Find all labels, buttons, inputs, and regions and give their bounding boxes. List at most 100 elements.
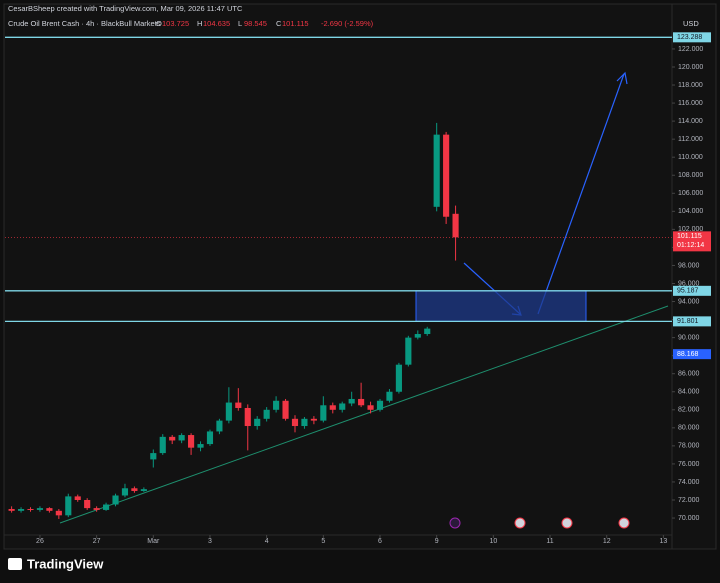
event-icon[interactable] bbox=[561, 517, 573, 529]
y-tick-label: 120.000 bbox=[678, 64, 703, 71]
candle-body bbox=[93, 508, 100, 510]
event-icon[interactable] bbox=[618, 517, 630, 529]
x-tick-label: 12 bbox=[603, 538, 611, 545]
trend-line bbox=[59, 305, 669, 524]
candle-body bbox=[273, 400, 280, 410]
y-tick-label: 82.000 bbox=[678, 407, 700, 414]
candle-body bbox=[329, 405, 336, 410]
candle-body bbox=[367, 405, 374, 410]
y-tick-label: 70.000 bbox=[678, 515, 700, 522]
candle-body bbox=[197, 444, 204, 448]
price-label: 123.288 bbox=[677, 34, 702, 41]
zone bbox=[415, 290, 587, 322]
x-tick-label: 4 bbox=[265, 538, 269, 545]
price-label-bg bbox=[673, 316, 711, 327]
y-tick-label: 102.000 bbox=[678, 226, 703, 233]
last-price-label: 101.115 bbox=[677, 233, 702, 240]
y-tick-label: 98.000 bbox=[678, 262, 700, 269]
candle-body bbox=[8, 509, 15, 511]
x-tick-label: 26 bbox=[36, 538, 44, 545]
candle-body bbox=[84, 499, 91, 509]
y-tick-label: 118.000 bbox=[678, 82, 703, 89]
candle-body bbox=[36, 508, 44, 510]
candle-body bbox=[386, 391, 393, 401]
price-label-bg bbox=[673, 285, 711, 296]
last-price-bg bbox=[673, 231, 711, 252]
event-icon[interactable] bbox=[449, 517, 461, 529]
candle-body bbox=[74, 496, 81, 500]
y-tick-label: 110.000 bbox=[678, 154, 703, 161]
chart-panel bbox=[3, 3, 717, 550]
y-tick-label: 86.000 bbox=[678, 371, 700, 378]
ohlc-value: 104.635 bbox=[203, 19, 230, 28]
countdown: 01:12:14 bbox=[677, 242, 704, 249]
candle-body bbox=[244, 407, 251, 427]
candle-body bbox=[17, 509, 25, 511]
x-tick-label: 11 bbox=[546, 538, 553, 545]
candle-body bbox=[216, 420, 223, 432]
candle-body bbox=[339, 403, 346, 410]
ohlc-letter: L bbox=[238, 19, 242, 28]
candle-body bbox=[131, 488, 138, 491]
y-tick-label: 90.000 bbox=[678, 334, 700, 341]
y-tick-label: 114.000 bbox=[678, 118, 703, 125]
ohlc-letter: H bbox=[197, 19, 202, 28]
candle-body bbox=[159, 436, 166, 454]
candle-body bbox=[46, 508, 53, 511]
y-tick-label: 84.000 bbox=[678, 389, 700, 396]
indicator-label-bg bbox=[673, 349, 711, 360]
ohlc-letter: O bbox=[156, 19, 162, 28]
candle-body bbox=[112, 495, 119, 505]
x-tick-label: 13 bbox=[659, 538, 667, 545]
y-tick-label: 72.000 bbox=[678, 497, 700, 504]
ohlc-value: 103.725 bbox=[162, 19, 189, 28]
candle-body bbox=[188, 435, 195, 448]
candle-body bbox=[433, 134, 440, 207]
candle-body bbox=[65, 496, 72, 516]
candle-body bbox=[310, 418, 317, 421]
y-tick-label: 106.000 bbox=[678, 190, 703, 197]
candle-body bbox=[263, 409, 270, 419]
indicator-label: 88.168 bbox=[677, 351, 699, 358]
candle-body bbox=[282, 400, 289, 419]
candle-body bbox=[27, 509, 34, 511]
x-tick-label: 27 bbox=[93, 538, 101, 545]
candle-body bbox=[103, 504, 110, 510]
price-label: 91.801 bbox=[677, 318, 699, 325]
candle-body bbox=[405, 337, 412, 365]
credit: CesarBSheep created with TradingView.com… bbox=[8, 4, 243, 13]
x-tick-label: 6 bbox=[378, 538, 382, 545]
y-tick-label: 74.000 bbox=[678, 479, 700, 486]
currency: USD bbox=[683, 19, 699, 28]
y-tick-label: 116.000 bbox=[678, 100, 703, 107]
y-tick-label: 96.000 bbox=[678, 280, 700, 287]
candle-body bbox=[235, 402, 242, 408]
x-tick-label: 9 bbox=[435, 538, 439, 545]
candle-body bbox=[225, 402, 232, 421]
candle-body bbox=[395, 364, 402, 392]
candle-body bbox=[140, 489, 147, 491]
candle-body bbox=[178, 435, 185, 441]
candle-body bbox=[206, 431, 214, 445]
brand: TradingView bbox=[27, 556, 104, 571]
candle-body bbox=[150, 453, 157, 460]
candle-body bbox=[348, 398, 355, 404]
candle-body bbox=[424, 328, 431, 335]
candle-body bbox=[121, 488, 129, 496]
event-icon[interactable] bbox=[514, 517, 526, 529]
candle-body bbox=[452, 213, 459, 238]
brand-logo bbox=[8, 558, 22, 570]
x-tick-label: 3 bbox=[208, 538, 212, 545]
x-tick-label: Mar bbox=[147, 538, 160, 545]
candle-body bbox=[169, 436, 176, 441]
candle-body bbox=[291, 418, 299, 427]
price-label-bg bbox=[673, 32, 711, 43]
ohlc-value: 98.545 bbox=[244, 19, 267, 28]
ohlc-letter: C bbox=[276, 19, 282, 28]
candle-body bbox=[254, 418, 261, 427]
y-tick-label: 78.000 bbox=[678, 443, 700, 450]
y-tick-label: 76.000 bbox=[678, 461, 700, 468]
arrow bbox=[537, 73, 625, 315]
y-tick-label: 112.000 bbox=[678, 136, 703, 143]
